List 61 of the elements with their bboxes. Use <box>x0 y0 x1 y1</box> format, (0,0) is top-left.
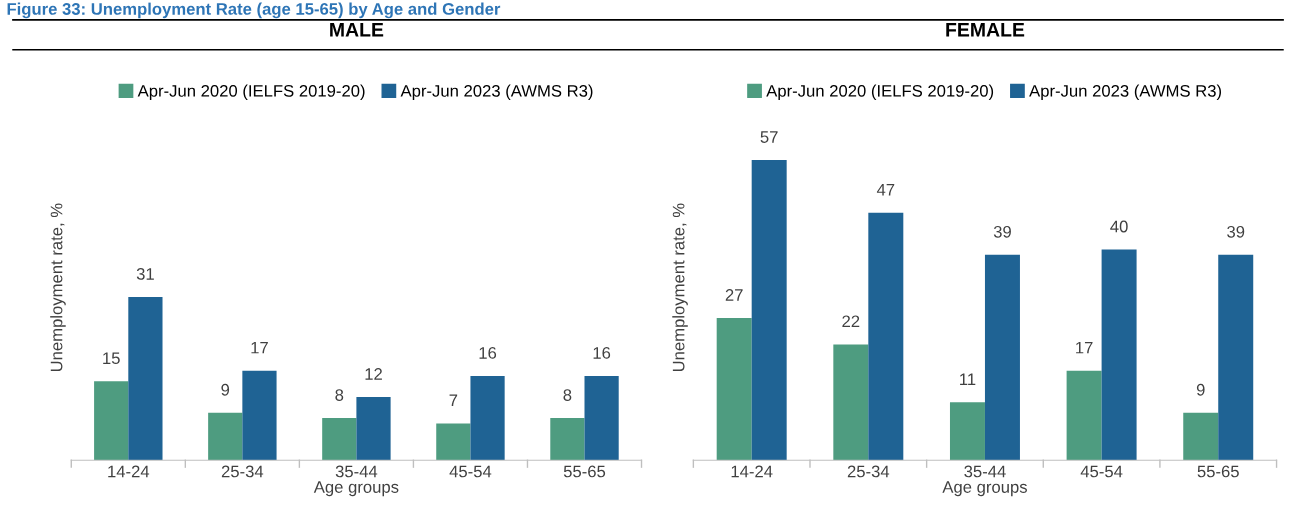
bar <box>322 418 357 461</box>
bar <box>242 370 277 461</box>
data-label: 39 <box>993 225 1011 238</box>
legend-label: Apr-Jun 2020 (IELFS 2019-20) <box>766 84 994 101</box>
data-label: 9 <box>221 383 230 396</box>
x-tick-label: 45-54 <box>1080 465 1123 478</box>
bar <box>833 344 869 461</box>
bar <box>208 412 243 461</box>
bar <box>436 423 471 461</box>
legend-label: Apr-Jun 2023 (AWMS R3) <box>1029 84 1222 101</box>
bar <box>584 375 619 461</box>
x-tick-label: 25-34 <box>221 465 264 478</box>
bar <box>1101 249 1137 461</box>
bar <box>716 318 752 461</box>
data-label: 7 <box>449 394 458 407</box>
bar <box>550 418 585 461</box>
x-tick-label: 55-65 <box>563 465 606 478</box>
x-tick-label: 35-44 <box>964 465 1006 478</box>
bar <box>470 375 505 461</box>
data-label: 22 <box>842 315 860 328</box>
caption: Figure 33: Unemployment Rate (age 15-65) by Age and Gender <box>7 2 501 19</box>
legend-label: Apr-Jun 2023 (AWMS R3) <box>400 84 593 101</box>
bar <box>356 397 391 461</box>
bar <box>128 297 163 461</box>
data-label: 11 <box>960 373 976 385</box>
data-label: 15 <box>103 352 120 365</box>
x-tick-label: 14-24 <box>731 465 773 478</box>
data-label: 17 <box>1076 341 1093 354</box>
bar <box>1218 254 1254 461</box>
data-label: 57 <box>760 131 778 143</box>
data-label: 27 <box>725 289 743 301</box>
y-axis-title: Unemployment rate, % <box>672 203 688 372</box>
legend-label: Apr-Jun 2020 (IELFS 2019-20) <box>137 84 365 101</box>
data-label: 9 <box>1196 383 1205 396</box>
data-label: 12 <box>365 368 382 380</box>
data-label: 16 <box>479 347 497 359</box>
x-tick-label: 45-54 <box>449 465 492 478</box>
x-tick-label: 14-24 <box>108 465 150 478</box>
data-label: 17 <box>251 341 268 354</box>
data-label: 31 <box>136 268 154 280</box>
bar <box>984 254 1020 461</box>
data-label: 40 <box>1110 220 1128 233</box>
x-tick-label: 35-44 <box>335 465 378 478</box>
chart-title: MALE <box>330 23 384 37</box>
data-label: 16 <box>593 347 611 359</box>
data-label: 8 <box>563 389 572 401</box>
x-tick-label: 25-34 <box>847 465 890 478</box>
chart-title: FEMALE <box>946 23 1025 37</box>
bar <box>1066 370 1102 461</box>
y-axis-title: Unemployment rate, % <box>50 203 66 372</box>
data-label: 47 <box>876 183 895 196</box>
x-tick-label: 55-65 <box>1197 465 1239 478</box>
x-axis-title: Age groups <box>942 481 1027 497</box>
bar <box>94 381 129 461</box>
bar <box>868 212 904 461</box>
data-label: 39 <box>1227 225 1245 238</box>
bar <box>1183 412 1219 461</box>
x-axis-title: Age groups <box>313 481 399 497</box>
data-label: 8 <box>335 389 344 401</box>
bar <box>949 402 985 461</box>
bar <box>751 160 787 461</box>
